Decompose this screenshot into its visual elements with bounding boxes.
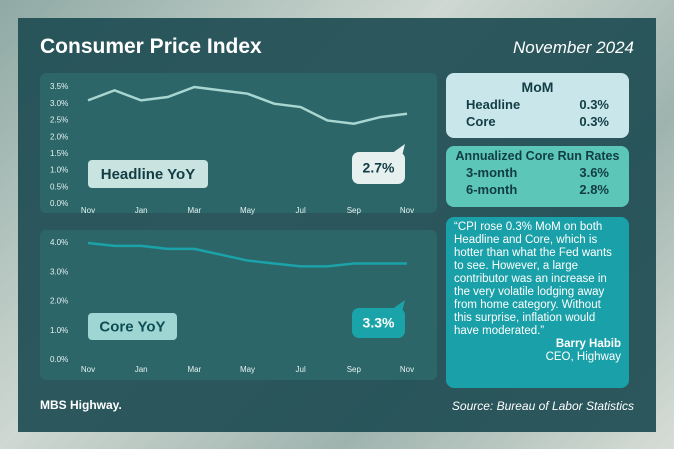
y-tick-label: 4.0%: [50, 238, 68, 247]
y-tick-label: 3.0%: [50, 99, 68, 108]
x-tick-label: Jul: [296, 365, 306, 374]
y-tick-label: 0.0%: [50, 199, 68, 208]
logo: MBS Highway.: [40, 398, 122, 412]
date: November 2024: [513, 38, 634, 57]
y-tick-label: 0.5%: [50, 182, 68, 191]
quote-text: “CPI rose 0.3% MoM on both Headline and …: [454, 221, 612, 337]
y-tick-label: 2.0%: [50, 132, 68, 141]
row-label: Core: [466, 114, 496, 129]
mom-title: MoM: [521, 79, 554, 95]
chart-panel: [40, 73, 437, 213]
callout: [352, 308, 405, 338]
chart-tag: [88, 160, 208, 188]
line: [87, 241, 407, 268]
row-label: Headline: [466, 97, 521, 112]
run-rate-title: Annualized Core Run Rates: [455, 149, 620, 163]
x-tick-label: May: [240, 206, 255, 215]
x-tick-label: Sep: [347, 206, 362, 215]
chart-panel: [40, 230, 437, 380]
y-tick-label: 1.0%: [50, 166, 68, 175]
x-tick-label: Nov: [81, 206, 95, 215]
x-tick-label: Mar: [187, 365, 201, 374]
quote-author: Barry Habib: [555, 338, 621, 350]
source: Source: Bureau of Labor Statistics: [451, 399, 634, 413]
y-tick-label: 1.5%: [50, 149, 68, 158]
title: Consumer Price Index: [40, 35, 262, 58]
x-tick-label: Jul: [296, 206, 306, 215]
x-tick-label: Nov: [400, 206, 414, 215]
x-tick-label: May: [240, 365, 255, 374]
row-value: 3.6%: [579, 165, 609, 180]
chart-title: Headline YoY: [101, 166, 195, 183]
chart-title: Core YoY: [99, 318, 165, 335]
row-label: 3-month: [466, 165, 518, 180]
x-tick-label: Nov: [400, 365, 414, 374]
run-rate-panel: Annualized Core Run Rates 3-month 3.6% 6-…: [446, 146, 629, 207]
y-tick-label: 1.0%: [50, 326, 68, 335]
row-value: 0.3%: [579, 114, 609, 129]
y-tick-label: 2.5%: [50, 116, 68, 125]
quote-panel: “CPI rose 0.3% MoM on both Headline and …: [446, 217, 629, 388]
y-tick-label: 2.0%: [50, 297, 68, 306]
x-tick-label: Nov: [81, 365, 95, 374]
x-tick-label: Jan: [135, 206, 148, 215]
y-tick-label: 3.5%: [50, 82, 68, 91]
row-value: 0.3%: [579, 97, 609, 112]
data-label: 3.3%: [363, 315, 395, 331]
chart-tag: [88, 313, 177, 340]
y-tick-label: 0.0%: [50, 355, 68, 364]
quote-role: CEO, Highway: [545, 351, 621, 363]
y-tick-label: 3.0%: [50, 267, 68, 276]
mom-panel: MoM Headline 0.3% Core 0.3%: [446, 73, 629, 138]
x-tick-label: Jan: [135, 365, 148, 374]
x-tick-label: Mar: [187, 206, 201, 215]
callout: [352, 152, 405, 184]
data-label: 2.7%: [363, 160, 395, 176]
row-label: 6-month: [466, 182, 518, 197]
row-value: 2.8%: [579, 182, 609, 197]
line: [87, 85, 408, 126]
x-tick-label: Sep: [347, 365, 362, 374]
